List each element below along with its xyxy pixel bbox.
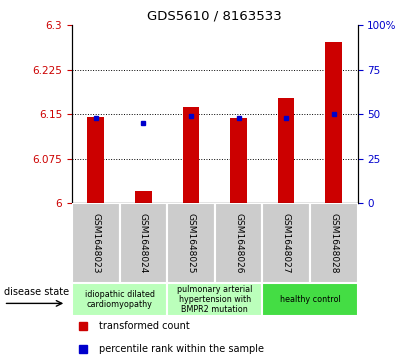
Bar: [278, 98, 295, 203]
Text: GSM1648026: GSM1648026: [234, 213, 243, 273]
Text: GSM1648023: GSM1648023: [91, 213, 100, 273]
Text: percentile rank within the sample: percentile rank within the sample: [99, 344, 264, 354]
Bar: [215, 203, 262, 283]
Text: transformed count: transformed count: [99, 321, 190, 331]
Title: GDS5610 / 8163533: GDS5610 / 8163533: [148, 10, 282, 23]
Bar: [167, 283, 262, 316]
Bar: [72, 283, 167, 316]
Text: healthy control: healthy control: [279, 295, 340, 304]
Bar: [135, 191, 152, 203]
Text: GSM1648027: GSM1648027: [282, 213, 291, 273]
Bar: [230, 118, 247, 203]
Text: pulmonary arterial
hypertension with
BMPR2 mutation: pulmonary arterial hypertension with BMP…: [177, 285, 252, 314]
Bar: [72, 203, 120, 283]
Bar: [326, 42, 342, 203]
Bar: [167, 203, 215, 283]
Bar: [88, 117, 104, 203]
Bar: [262, 283, 358, 316]
Text: disease state: disease state: [4, 287, 69, 297]
Bar: [120, 203, 167, 283]
Text: GSM1648024: GSM1648024: [139, 213, 148, 273]
Bar: [310, 203, 358, 283]
Text: GSM1648025: GSM1648025: [187, 213, 196, 273]
Bar: [182, 107, 199, 203]
Text: idiopathic dilated
cardiomyopathy: idiopathic dilated cardiomyopathy: [85, 290, 155, 309]
Bar: [262, 203, 310, 283]
Text: GSM1648028: GSM1648028: [329, 213, 338, 273]
